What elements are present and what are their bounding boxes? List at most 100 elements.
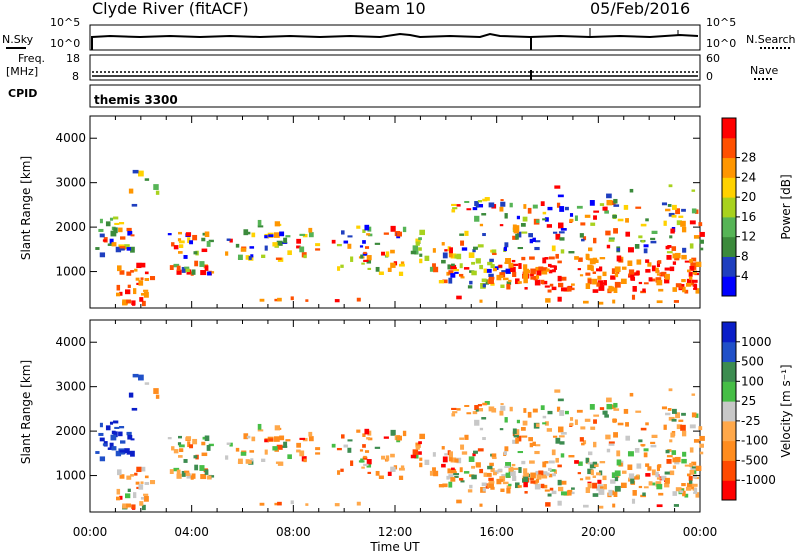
velocity-cell	[451, 467, 455, 470]
velocity-cell	[499, 476, 506, 482]
power-cell	[492, 268, 497, 272]
power-cell	[541, 280, 548, 285]
power-cell	[613, 198, 618, 204]
velocity-cell	[604, 414, 609, 418]
power-cell	[548, 256, 555, 260]
velocity-colorbar-label: -1000	[741, 473, 776, 487]
power-cell	[149, 276, 156, 281]
power-cell	[582, 236, 587, 241]
velocity-cell	[564, 410, 569, 415]
power-cell	[442, 279, 448, 284]
velocity-cell	[303, 458, 307, 463]
velocity-cell	[122, 503, 128, 509]
power-cell	[490, 264, 495, 269]
power-cell	[587, 277, 592, 281]
power-cell	[199, 261, 205, 267]
velocity-cell	[261, 458, 266, 463]
power-cell	[676, 220, 682, 226]
velocity-cell	[178, 444, 185, 448]
velocity-cell	[611, 472, 616, 479]
power-cell	[429, 266, 436, 272]
velocity-cell	[485, 472, 492, 477]
velocity-cell	[692, 470, 697, 474]
x-tick-label: 16:00	[479, 525, 514, 539]
power-cell	[479, 264, 484, 270]
power-cell	[363, 259, 369, 262]
power-cell	[499, 272, 506, 278]
power-cell	[308, 232, 314, 238]
velocity-cell	[518, 467, 522, 473]
power-cell	[111, 242, 117, 247]
velocity-cell	[635, 410, 642, 413]
velocity-cell	[554, 389, 561, 393]
power-cell	[651, 265, 656, 272]
velocity-cell	[523, 408, 527, 413]
power-cell	[459, 233, 465, 236]
power-cell	[109, 217, 114, 221]
power-cell	[517, 281, 522, 284]
velocity-colorbar-segment	[722, 480, 736, 501]
power-cell	[582, 300, 589, 304]
velocity-cell	[450, 468, 457, 474]
power-cell	[557, 222, 564, 229]
power-cell	[544, 285, 550, 288]
power-cell	[193, 251, 198, 255]
power-cell	[398, 271, 404, 276]
power-cell	[488, 202, 495, 208]
power-cell	[178, 251, 183, 254]
power-cell	[226, 238, 231, 241]
power-cell	[593, 215, 597, 220]
velocity-cell	[367, 471, 372, 474]
power-cell	[201, 237, 206, 242]
velocity-cell	[125, 493, 131, 499]
power-cell	[524, 287, 528, 290]
velocity-cell	[245, 459, 250, 464]
velocity-cell	[670, 432, 675, 438]
power-cell	[134, 268, 138, 272]
velocity-cell	[482, 437, 486, 441]
power-cell	[362, 252, 368, 256]
velocity-scatter-layer	[95, 373, 705, 511]
power-cell	[698, 222, 703, 227]
velocity-cell	[523, 482, 528, 488]
power-cell	[650, 240, 657, 244]
velocity-cell	[582, 440, 587, 445]
velocity-cell	[396, 435, 402, 441]
power-cell	[692, 270, 697, 275]
velocity-cell	[99, 456, 106, 462]
power-cell	[599, 282, 606, 285]
power-cell	[107, 243, 112, 246]
power-cell	[453, 269, 460, 272]
velocity-cell	[560, 453, 565, 458]
noise-tick-right-hi: 10^5	[706, 16, 737, 29]
power-cell	[648, 277, 653, 282]
power-cell	[596, 282, 600, 287]
velocity-cell	[469, 484, 473, 489]
power-cell	[468, 252, 475, 258]
velocity-cell	[609, 404, 616, 410]
power-cell	[559, 237, 565, 241]
power-cell	[693, 284, 698, 289]
velocity-cell	[548, 460, 555, 464]
velocity-cell	[556, 406, 561, 412]
power-cell	[597, 275, 602, 280]
power-cell	[143, 289, 149, 292]
power-cell	[656, 279, 663, 286]
power-cell	[686, 269, 691, 273]
power-cell	[512, 271, 517, 277]
velocity-cell	[359, 449, 364, 452]
power-cell	[178, 231, 183, 235]
velocity-cell	[116, 488, 121, 495]
power-cell	[432, 263, 436, 269]
power-cell	[140, 292, 145, 296]
velocity-cell	[569, 422, 574, 426]
power-cell	[235, 243, 240, 248]
power-colorbar-segment	[722, 137, 736, 159]
power-cell	[658, 288, 664, 292]
power-cell	[456, 204, 461, 207]
velocity-cell	[548, 473, 553, 478]
power-cell	[257, 225, 264, 228]
power-cell	[264, 235, 269, 239]
power-cell	[336, 243, 342, 247]
velocity-cell	[506, 485, 512, 489]
